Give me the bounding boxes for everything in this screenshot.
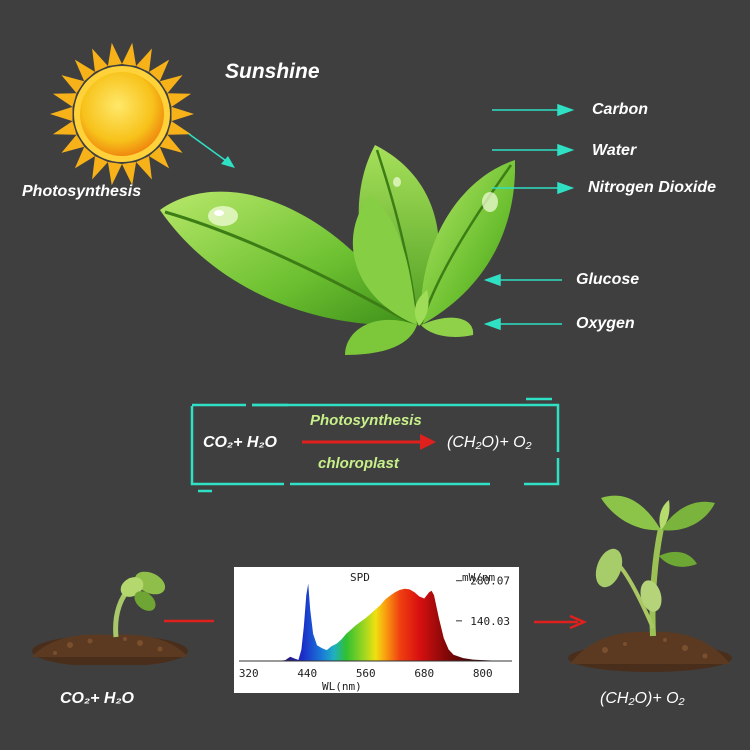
bottom-right-caption: (CH₂O)+ O₂ [600, 690, 685, 707]
sun-ray [74, 146, 95, 169]
label-nitrogen-dioxide: Nitrogen Dioxide [588, 179, 717, 196]
photosynthesis-label: Photosynthesis [22, 183, 142, 200]
x-tick-label: 680 [414, 667, 434, 680]
sun-ray [52, 93, 77, 107]
sun-rays [50, 42, 194, 186]
equation-reactants: CO₂+ H₂O [203, 434, 277, 451]
sun-ray [92, 156, 108, 180]
x-tick-label: 440 [297, 667, 317, 680]
equation-above-arrow: Photosynthesis [310, 412, 422, 429]
sun-ray [136, 48, 152, 72]
sun-ray [171, 106, 194, 122]
sun-ray [61, 75, 85, 94]
chart-title: SPD [350, 571, 370, 584]
sunshine-title: Sunshine [225, 60, 320, 83]
sun-ray [167, 93, 192, 107]
leaves-illustration [160, 145, 515, 355]
bottom-left-caption: CO₂+ H₂O [60, 690, 134, 707]
sun-ray [159, 134, 183, 153]
sun-ray [74, 59, 95, 82]
sun-ray [52, 121, 77, 135]
sun-ray [92, 48, 108, 72]
label-arrows [483, 103, 575, 331]
spd-chart: 320 440 560 680 800 280.07 140.03 SPD mW/nm WL… [239, 571, 512, 693]
sun-ray [122, 161, 137, 186]
sun-ray [122, 42, 137, 67]
red-line-left [164, 619, 214, 623]
sun-ray [159, 75, 183, 94]
sun-ray [149, 146, 170, 169]
spd-area [239, 583, 508, 661]
chart-xlabel: WL(nm) [322, 680, 362, 693]
sun-ray [149, 59, 170, 82]
y-tick-label: 140.03 [470, 615, 510, 628]
sun-ray [50, 106, 73, 122]
sun-icon [50, 42, 194, 186]
label-glucose: Glucose [576, 271, 640, 288]
sun-ray [107, 161, 122, 186]
x-tick-label: 560 [356, 667, 376, 680]
sun-ray [136, 156, 152, 180]
label-water: Water [592, 142, 637, 159]
red-arrow-right [534, 614, 588, 630]
equation-frame [190, 397, 561, 493]
equation-below-arrow: chloroplast [318, 455, 399, 472]
y-tick-label: 280.07 [470, 575, 510, 588]
x-tick-label: 800 [473, 667, 493, 680]
x-tick-label: 320 [239, 667, 259, 680]
sunlight-arrow [188, 133, 235, 168]
equation-products: (CH₂O)+ O₂ [447, 434, 532, 451]
label-carbon: Carbon [592, 101, 648, 118]
label-oxygen: Oxygen [576, 315, 635, 332]
seedling-small-illustration [32, 571, 188, 665]
plant-grown-illustration [568, 495, 732, 672]
sun-ray [167, 121, 192, 135]
chart-unit-label: mW/nm [462, 571, 495, 584]
spd-chart-panel: 320 440 560 680 800 280.07 140.03 SPD mW/nm WL… [234, 567, 519, 693]
sun-ray [61, 134, 85, 153]
sun-ray [107, 42, 122, 67]
